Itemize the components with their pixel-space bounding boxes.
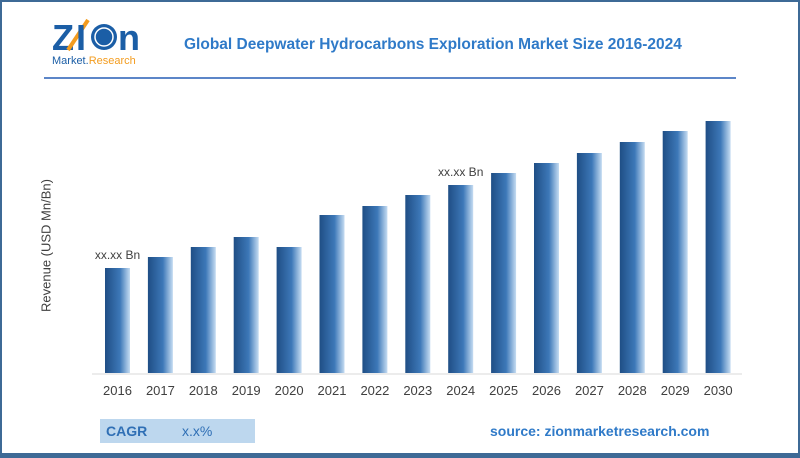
bar-2018 bbox=[190, 247, 216, 373]
x-tick-label: 2017 bbox=[146, 383, 175, 398]
data-label: xx.xx Bn bbox=[95, 248, 140, 262]
cagr-box: CAGR x.x% bbox=[100, 419, 255, 443]
x-tick-label: 2026 bbox=[532, 383, 561, 398]
cagr-label: CAGR bbox=[106, 423, 148, 439]
bar-2027 bbox=[576, 153, 602, 373]
bar-2019 bbox=[233, 237, 259, 373]
bar-chart: 2016 xx.xx Bn 2017 2018 2019 2020 2021 2022 2023… bbox=[92, 121, 742, 398]
bar-2024 bbox=[448, 185, 474, 373]
bottom-border bbox=[2, 453, 798, 456]
svg-text:I: I bbox=[76, 17, 86, 58]
bar-2029 bbox=[662, 131, 688, 373]
bar-2023 bbox=[405, 195, 431, 373]
bar-2021 bbox=[319, 215, 345, 373]
bar-2022 bbox=[362, 206, 388, 373]
svg-text:n: n bbox=[118, 17, 140, 58]
x-tick-label: 2030 bbox=[704, 383, 733, 398]
zion-logo: Z I n Market.Research bbox=[52, 17, 140, 67]
bar-2026 bbox=[534, 163, 559, 373]
x-tick-label: 2021 bbox=[318, 383, 347, 398]
bar-2025 bbox=[491, 173, 517, 373]
bar-2016 bbox=[105, 268, 130, 373]
x-tick-label: 2020 bbox=[275, 383, 304, 398]
x-tick-label: 2023 bbox=[403, 383, 432, 398]
bar-2020 bbox=[276, 247, 302, 373]
x-tick-label: 2027 bbox=[575, 383, 604, 398]
x-tick-label: 2019 bbox=[232, 383, 261, 398]
bar-2017 bbox=[147, 257, 173, 373]
x-tick-label: 2028 bbox=[618, 383, 647, 398]
chart-title: Global Deepwater Hydrocarbons Exploratio… bbox=[184, 36, 682, 53]
title-divider bbox=[44, 77, 736, 79]
x-tick-label: 2024 bbox=[446, 383, 475, 398]
bar-2030 bbox=[705, 121, 731, 373]
x-tick-label: 2016 bbox=[103, 383, 132, 398]
svg-text:Market.Research: Market.Research bbox=[52, 55, 136, 67]
x-tick-label: 2018 bbox=[189, 383, 218, 398]
x-tick-label: 2029 bbox=[661, 383, 690, 398]
cagr-value: x.x% bbox=[182, 423, 213, 439]
data-label: xx.xx Bn bbox=[438, 165, 483, 179]
x-tick-label: 2022 bbox=[360, 383, 389, 398]
source-text: source: zionmarketresearch.com bbox=[490, 423, 710, 439]
bar-2028 bbox=[619, 142, 645, 373]
x-tick-label: 2025 bbox=[489, 383, 518, 398]
